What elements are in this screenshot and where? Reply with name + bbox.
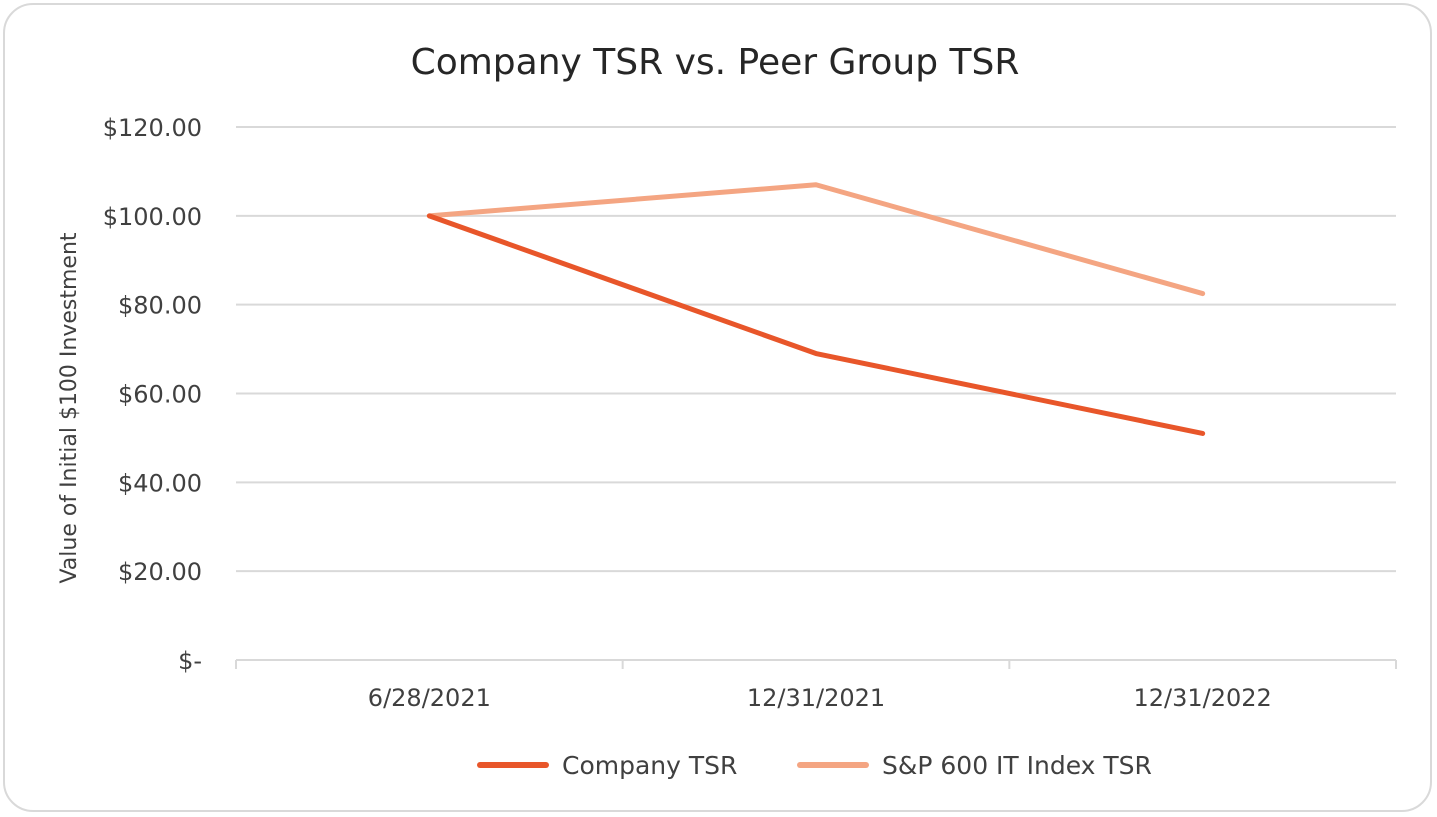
legend-label: S&P 600 IT Index TSR [882, 751, 1152, 780]
y-tick-label: $120.00 [103, 114, 202, 142]
gridlines [236, 126, 1396, 573]
y-tick-label: $20.00 [118, 558, 202, 586]
chart-title: Company TSR vs. Peer Group TSR [411, 42, 1020, 83]
y-tick-label: $- [178, 647, 202, 675]
y-tick-label: $40.00 [118, 469, 202, 497]
legend: Company TSR S&P 600 IT Index TSR [477, 751, 1152, 780]
x-tick-label: 6/28/2021 [368, 684, 491, 712]
series-line-0 [426, 213, 1206, 436]
x-axis: 6/28/2021 12/31/2021 12/31/2022 [235, 659, 1397, 712]
y-axis-ticks: $- $20.00 $40.00 $60.00 $80.00 $100.00 $120.00 [103, 114, 202, 675]
series-line-1 [426, 182, 1206, 297]
y-tick-label: $60.00 [118, 381, 202, 409]
legend-label: Company TSR [562, 751, 737, 780]
chart-frame [3, 3, 1432, 812]
x-tick-label: 12/31/2021 [747, 684, 885, 712]
y-tick-label: $80.00 [118, 292, 202, 320]
y-tick-label: $100.00 [103, 203, 202, 231]
x-tick-label: 12/31/2022 [1134, 684, 1272, 712]
series-lines [426, 182, 1206, 436]
y-axis-label: Value of Initial $100 Investment [57, 232, 82, 583]
